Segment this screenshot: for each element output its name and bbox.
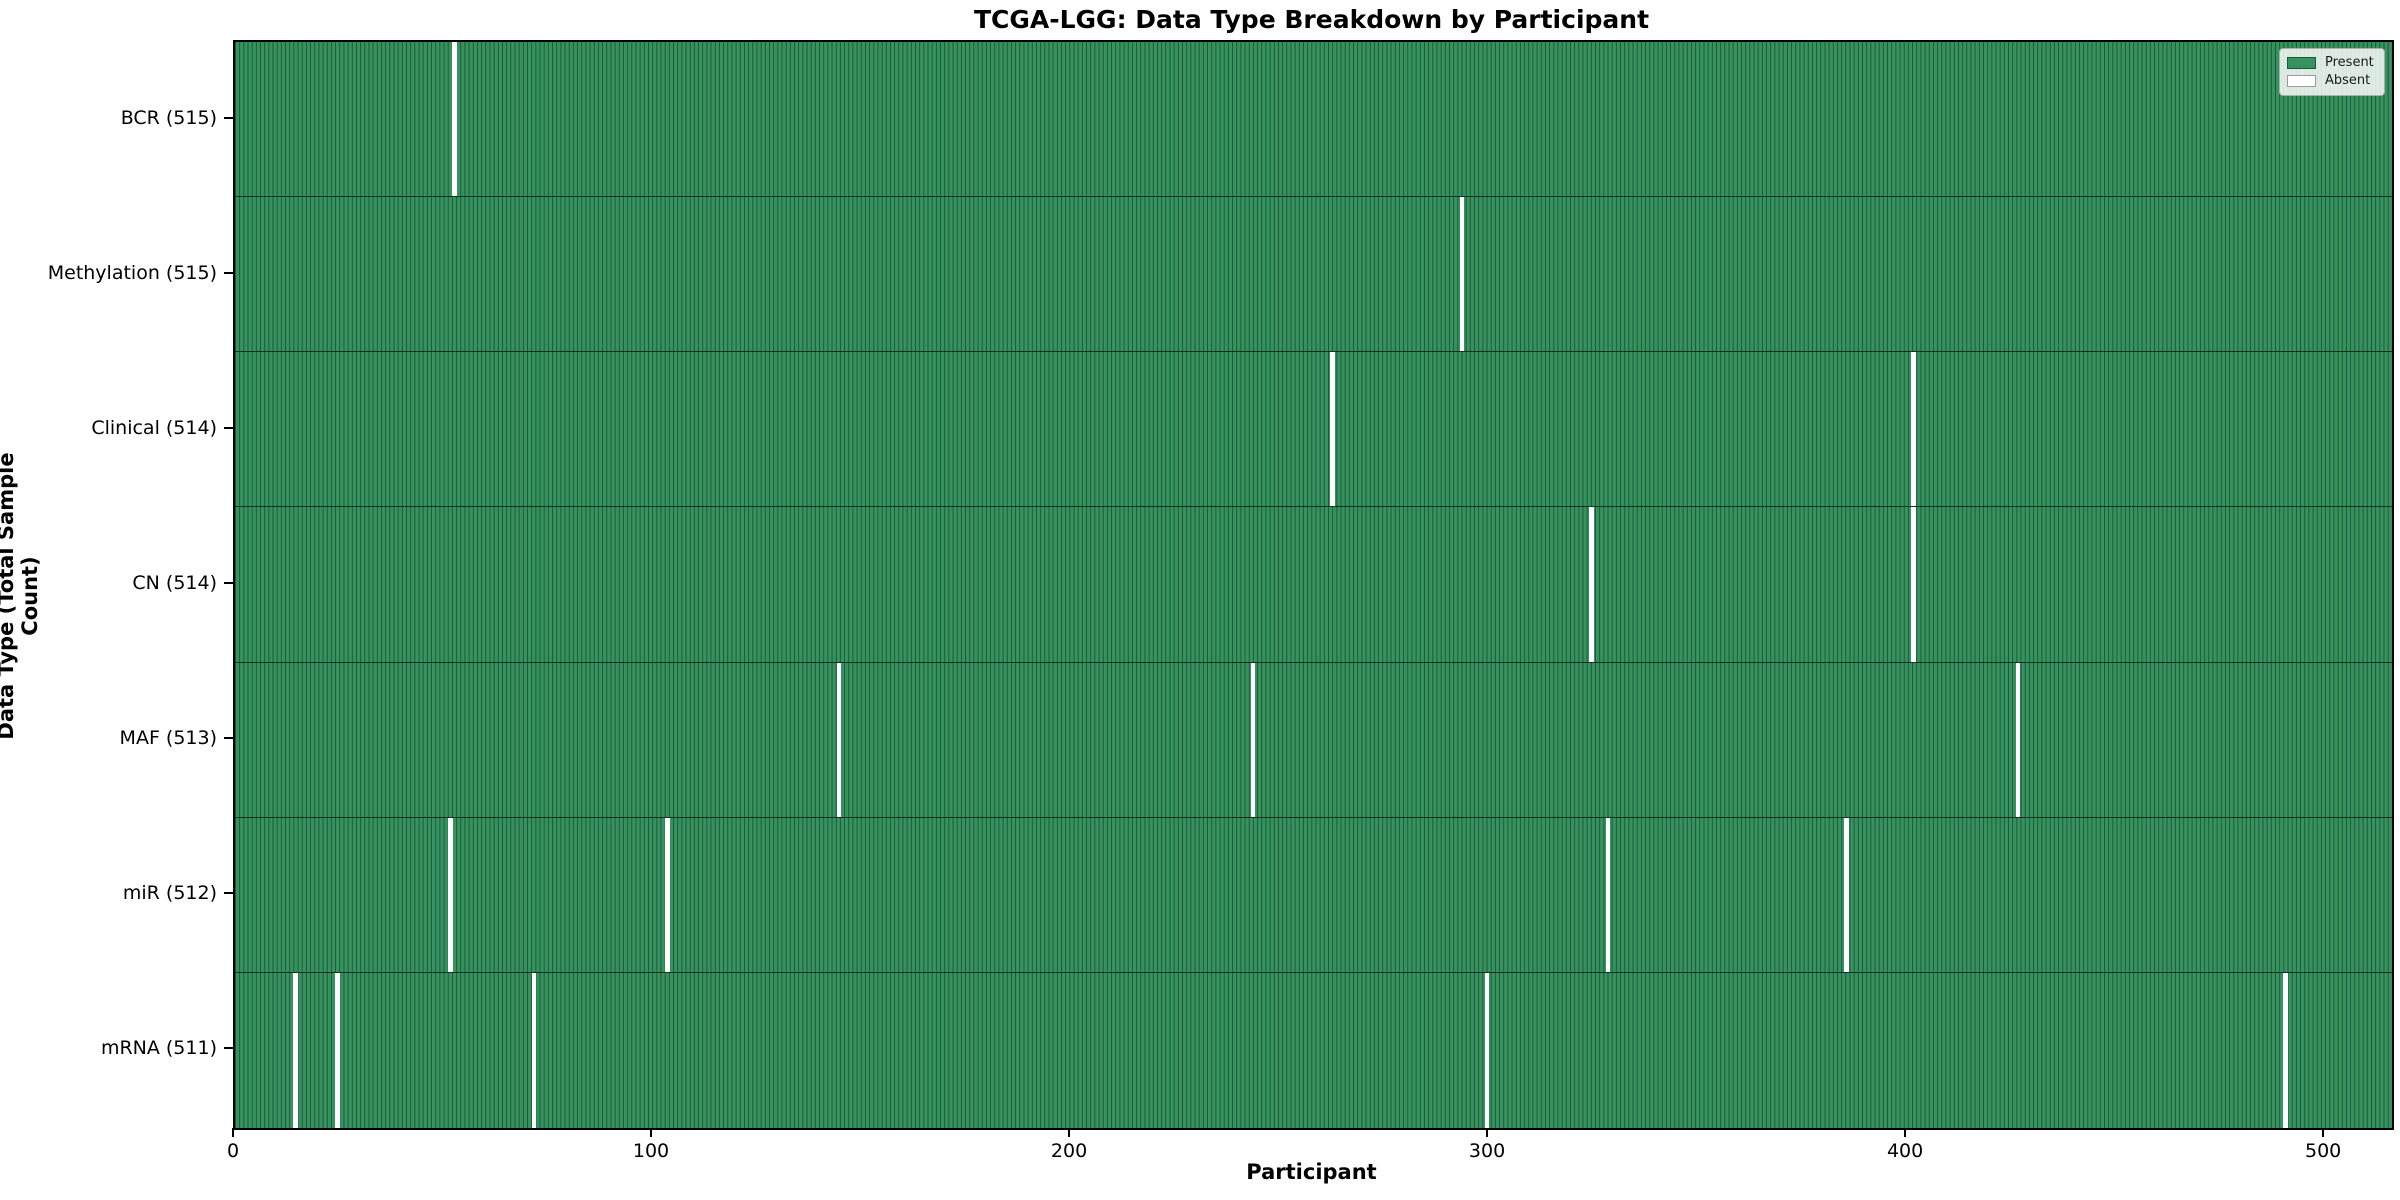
chart-title: TCGA-LGG: Data Type Breakdown by Partici… (973, 5, 1650, 34)
y-tick-label-mrna: mRNA (511) (100, 1037, 217, 1060)
absent-gap-maf-426 (2015, 662, 2021, 817)
absent-gap-cn-401 (1911, 507, 1916, 662)
x-tick-label-300: 300 (1468, 1140, 1506, 1162)
absent-swatch-icon (2287, 75, 2316, 87)
y-tick-mark (224, 116, 233, 119)
x-tick-mark (232, 1128, 234, 1137)
row-band-methylation (235, 197, 2392, 353)
absent-gap-mrna-299 (1484, 972, 1490, 1128)
absent-gap-maf-144 (836, 662, 842, 817)
present-swatch-icon (2287, 57, 2316, 69)
absent-gap-maf-243 (1250, 662, 1256, 817)
absent-gap-bcr-52 (452, 42, 457, 197)
legend-item-absent: Absent (2287, 72, 2376, 90)
x-tick-label-500: 500 (2304, 1140, 2342, 1162)
absent-gap-mir-385 (1844, 817, 1849, 972)
x-tick-mark (1904, 1128, 1907, 1137)
row-band-clinical (235, 352, 2392, 508)
absent-gap-cn-324 (1589, 507, 1594, 662)
absent-gap-mrna-71 (531, 972, 537, 1128)
y-axis-label: Data Type (Total Sample Count) (0, 452, 42, 740)
absent-gap-mrna-14 (293, 972, 298, 1128)
y-tick-mark (224, 737, 233, 740)
absent-gap-mir-328 (1605, 817, 1611, 972)
row-band-mrna (235, 972, 2392, 1128)
absent-gap-clinical-401 (1911, 352, 1916, 507)
y-tick-mark (224, 271, 233, 274)
legend: Present Absent (2279, 48, 2385, 96)
x-tick-mark (650, 1128, 653, 1137)
x-tick-mark (2322, 1128, 2325, 1137)
row-band-mir (235, 817, 2392, 973)
y-tick-mark (224, 1047, 233, 1050)
absent-gap-mrna-490 (2283, 972, 2288, 1128)
y-tick-mark (224, 892, 233, 895)
x-tick-label-400: 400 (1886, 1140, 1924, 1162)
plot-area: Present Absent (233, 40, 2394, 1130)
y-tick-label-mir: miR (512) (122, 882, 217, 905)
absent-gap-methylation-293 (1459, 197, 1465, 352)
y-tick-mark (224, 582, 233, 584)
row-band-maf (235, 662, 2392, 818)
y-tick-label-methylation: Methylation (515) (47, 261, 217, 284)
y-tick-label-cn: CN (514) (132, 572, 217, 594)
legend-label-absent: Absent (2325, 73, 2371, 88)
x-tick-label-100: 100 (632, 1140, 670, 1162)
absent-gap-mrna-24 (335, 972, 340, 1128)
x-tick-mark (1068, 1128, 1071, 1137)
absent-gap-mir-103 (665, 817, 670, 972)
x-tick-mark (1486, 1128, 1489, 1137)
x-tick-label-200: 200 (1050, 1140, 1088, 1162)
legend-label-present: Present (2325, 55, 2374, 70)
y-tick-label-clinical: Clinical (514) (91, 416, 217, 439)
y-tick-mark (224, 426, 233, 429)
x-tick-label-0: 0 (226, 1140, 240, 1162)
row-band-cn (235, 507, 2392, 663)
absent-gap-clinical-262 (1330, 352, 1335, 507)
absent-gap-mir-51 (447, 817, 453, 972)
y-tick-label-bcr: BCR (515) (120, 106, 217, 129)
row-band-bcr (235, 42, 2392, 198)
y-tick-label-maf: MAF (513) (119, 727, 217, 750)
legend-item-present: Present (2287, 54, 2376, 72)
x-axis-label: Participant (1246, 1160, 1377, 1184)
